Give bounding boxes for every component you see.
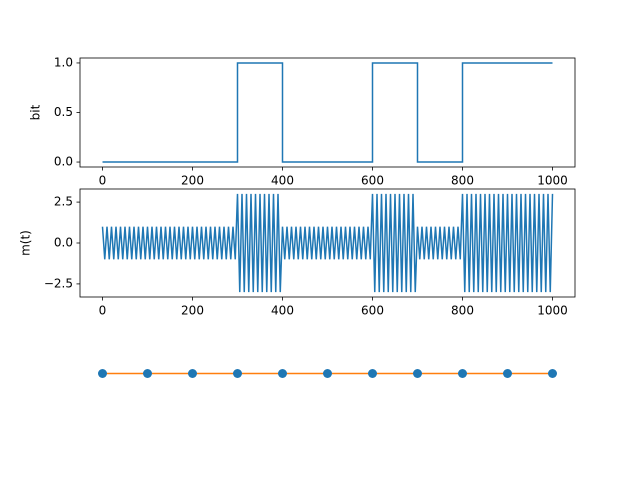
y-axis-label: bit bbox=[29, 104, 43, 120]
marker bbox=[188, 369, 197, 378]
y-axis-label: m(t) bbox=[19, 230, 33, 256]
y-tick-label: 0.0 bbox=[54, 155, 73, 169]
y-tick-label: 2.5 bbox=[54, 195, 73, 209]
marker bbox=[368, 369, 377, 378]
marker bbox=[548, 369, 557, 378]
x-tick-label: 1000 bbox=[537, 174, 568, 188]
x-tick-label: 200 bbox=[181, 304, 204, 318]
x-tick-label: 600 bbox=[361, 174, 384, 188]
y-tick-label: 0.0 bbox=[54, 236, 73, 250]
marker bbox=[458, 369, 467, 378]
x-tick-label: 200 bbox=[181, 174, 204, 188]
x-tick-label: 400 bbox=[271, 304, 294, 318]
x-tick-label: 400 bbox=[271, 174, 294, 188]
y-tick-label: −2.5 bbox=[44, 276, 73, 290]
marker bbox=[323, 369, 332, 378]
data-line bbox=[102, 62, 553, 163]
marker bbox=[413, 369, 422, 378]
x-tick-label: 0 bbox=[99, 174, 107, 188]
axes-frame bbox=[79, 57, 576, 168]
marker bbox=[278, 369, 287, 378]
x-tick-label: 0 bbox=[99, 304, 107, 318]
x-tick-label: 800 bbox=[451, 304, 474, 318]
marker bbox=[233, 369, 242, 378]
marker bbox=[503, 369, 512, 378]
x-tick-label: 600 bbox=[361, 304, 384, 318]
x-tick-label: 1000 bbox=[537, 304, 568, 318]
data-line bbox=[101, 193, 554, 293]
y-tick-label: 0.5 bbox=[54, 105, 73, 119]
marker bbox=[143, 369, 152, 378]
x-tick-label: 800 bbox=[451, 174, 474, 188]
marker bbox=[98, 369, 107, 378]
y-tick-label: 1.0 bbox=[54, 55, 73, 69]
